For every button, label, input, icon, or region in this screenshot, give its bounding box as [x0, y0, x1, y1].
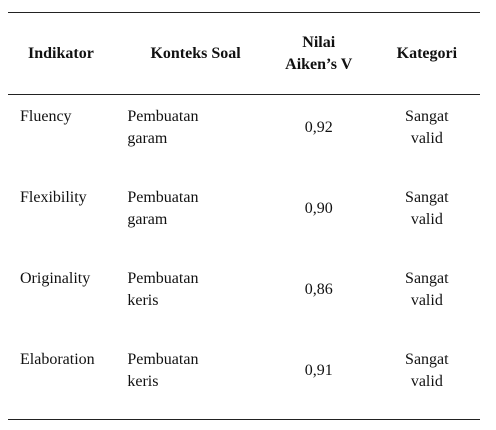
table-cell: Sangat valid [374, 257, 480, 338]
cell-text: Pembuatan keris [127, 351, 199, 390]
table-cell: Pembuatan keris [127, 257, 263, 338]
header-row: Indikator Konteks Soal Nilai Aiken’s V K… [8, 12, 480, 95]
table-cell: Pembuatan garam [127, 95, 263, 177]
cell-text: Sangat valid [405, 189, 449, 228]
table-cell: Pembuatan keris [127, 338, 263, 420]
table-header: Indikator Konteks Soal Nilai Aiken’s V K… [8, 12, 480, 95]
cell-text: Pembuatan garam [127, 108, 199, 147]
header-cell: Nilai Aiken’s V [264, 13, 374, 95]
table-cell: 0,92 [304, 119, 333, 136]
table-cell: 0,91 [304, 362, 333, 379]
table-row: Elaboration Pembuatan keris 0,91 Sangat val… [8, 338, 480, 420]
table-cell: Sangat valid [374, 95, 480, 177]
cell-text: Sangat valid [405, 351, 449, 390]
table-row: Flexibility Pembuatan garam 0,90 Sangat val… [8, 176, 480, 257]
table-cell: Fluency [20, 108, 72, 125]
table-cell: Sangat valid [374, 338, 480, 420]
table-cell: Pembuatan garam [127, 176, 263, 257]
table-row: Originality Pembuatan keris 0,86 Sangat val… [8, 257, 480, 338]
table-cell: Originality [20, 270, 91, 287]
header-cell: Indikator [28, 44, 94, 62]
table-cell: 0,86 [304, 281, 333, 298]
cell-text: Pembuatan garam [127, 189, 199, 228]
cell-text: Sangat valid [405, 108, 449, 147]
table-cell: Sangat valid [374, 176, 480, 257]
table-row: Fluency Pembuatan garam 0,92 Sangat valid [8, 95, 480, 177]
header-cell: Kategori [396, 44, 458, 62]
table-body: Fluency Pembuatan garam 0,92 Sangat valid Fl… [8, 95, 480, 420]
aiken-table: Indikator Konteks Soal Nilai Aiken’s V K… [8, 12, 480, 420]
table-cell: Flexibility [20, 189, 87, 206]
header-cell: Konteks Soal [150, 44, 241, 62]
table-cell: 0,90 [304, 200, 333, 217]
cell-text: Pembuatan keris [127, 270, 199, 309]
header-text: Nilai Aiken’s V [285, 33, 353, 73]
table-cell: Elaboration [20, 351, 95, 368]
cell-text: Sangat valid [405, 270, 449, 309]
